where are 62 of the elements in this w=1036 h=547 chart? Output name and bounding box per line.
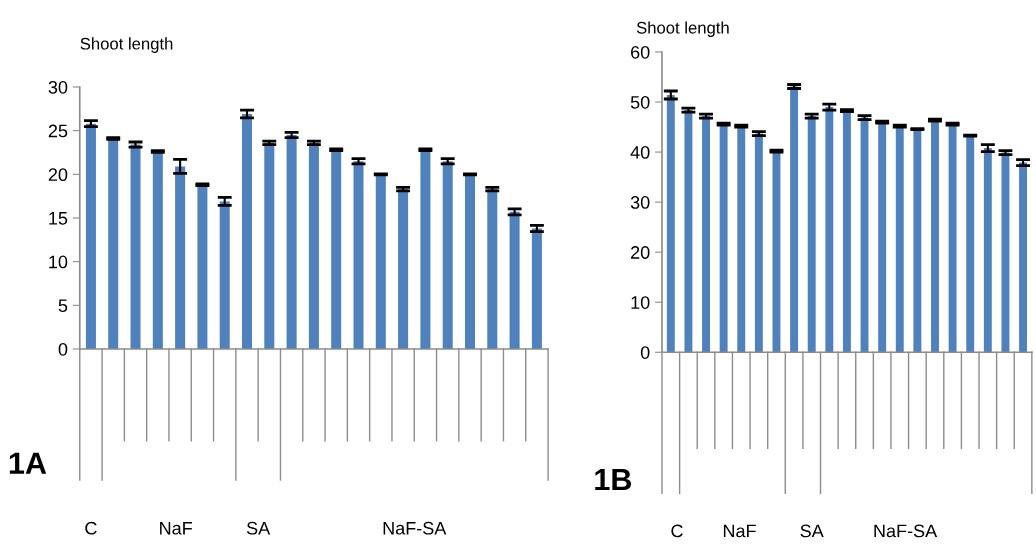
bar	[737, 126, 746, 353]
bar	[666, 95, 675, 353]
bar	[331, 149, 342, 349]
y-tick-label: 10	[631, 296, 650, 309]
y-tick-label: 20	[48, 168, 68, 182]
bar	[509, 211, 520, 349]
text: NaF	[160, 522, 192, 535]
bar	[842, 110, 851, 353]
y-tick-label: 60	[631, 45, 650, 59]
bar	[719, 124, 728, 353]
bar	[825, 107, 834, 353]
bar	[286, 135, 297, 349]
bar	[966, 135, 975, 353]
y-tick-label: 30	[48, 80, 68, 94]
bar	[219, 201, 230, 349]
y-tick-label: 50	[630, 95, 650, 109]
y-tick-label: 20	[631, 246, 650, 259]
chart-title: Shoot length	[636, 21, 729, 37]
y-tick-label: 0	[640, 346, 650, 359]
text: NaF	[723, 524, 756, 538]
bar	[85, 123, 96, 349]
bar	[790, 86, 799, 353]
bar	[895, 126, 904, 353]
bar	[175, 166, 186, 349]
y-tick-label: 40	[630, 146, 650, 159]
y-tick-label: 5	[58, 299, 68, 313]
y-tick-label: 0	[58, 342, 68, 356]
text: NaF-SA	[383, 521, 447, 535]
bar	[375, 174, 386, 349]
bar	[684, 110, 693, 353]
y-tick-label: 15	[49, 212, 68, 225]
bar	[420, 149, 431, 349]
chart-title: Shoot length	[80, 37, 173, 53]
bar	[983, 148, 992, 353]
text: 1B	[595, 469, 632, 491]
bar	[1019, 162, 1028, 353]
bar	[878, 122, 887, 353]
bar	[487, 189, 498, 349]
bar	[702, 116, 710, 353]
bar	[197, 184, 208, 349]
bar	[531, 228, 542, 349]
y-tick-label: 10	[49, 255, 68, 269]
text: SA	[246, 521, 271, 535]
bar	[353, 161, 364, 349]
bar	[442, 161, 453, 349]
bar	[948, 124, 957, 353]
bar	[241, 114, 253, 349]
bar	[398, 189, 409, 349]
bar	[807, 116, 816, 353]
text: 1A	[9, 452, 47, 474]
text: NaF-SA	[874, 524, 938, 538]
y-tick-label: 30	[630, 196, 650, 209]
bar	[913, 129, 922, 353]
text: C	[671, 524, 683, 538]
bar	[464, 174, 476, 349]
bar	[108, 138, 119, 349]
bar	[130, 144, 141, 349]
bar	[931, 120, 939, 353]
text: SA	[800, 524, 824, 538]
text: C	[85, 521, 97, 535]
y-tick-label: 25	[48, 124, 68, 138]
bar	[152, 151, 163, 349]
